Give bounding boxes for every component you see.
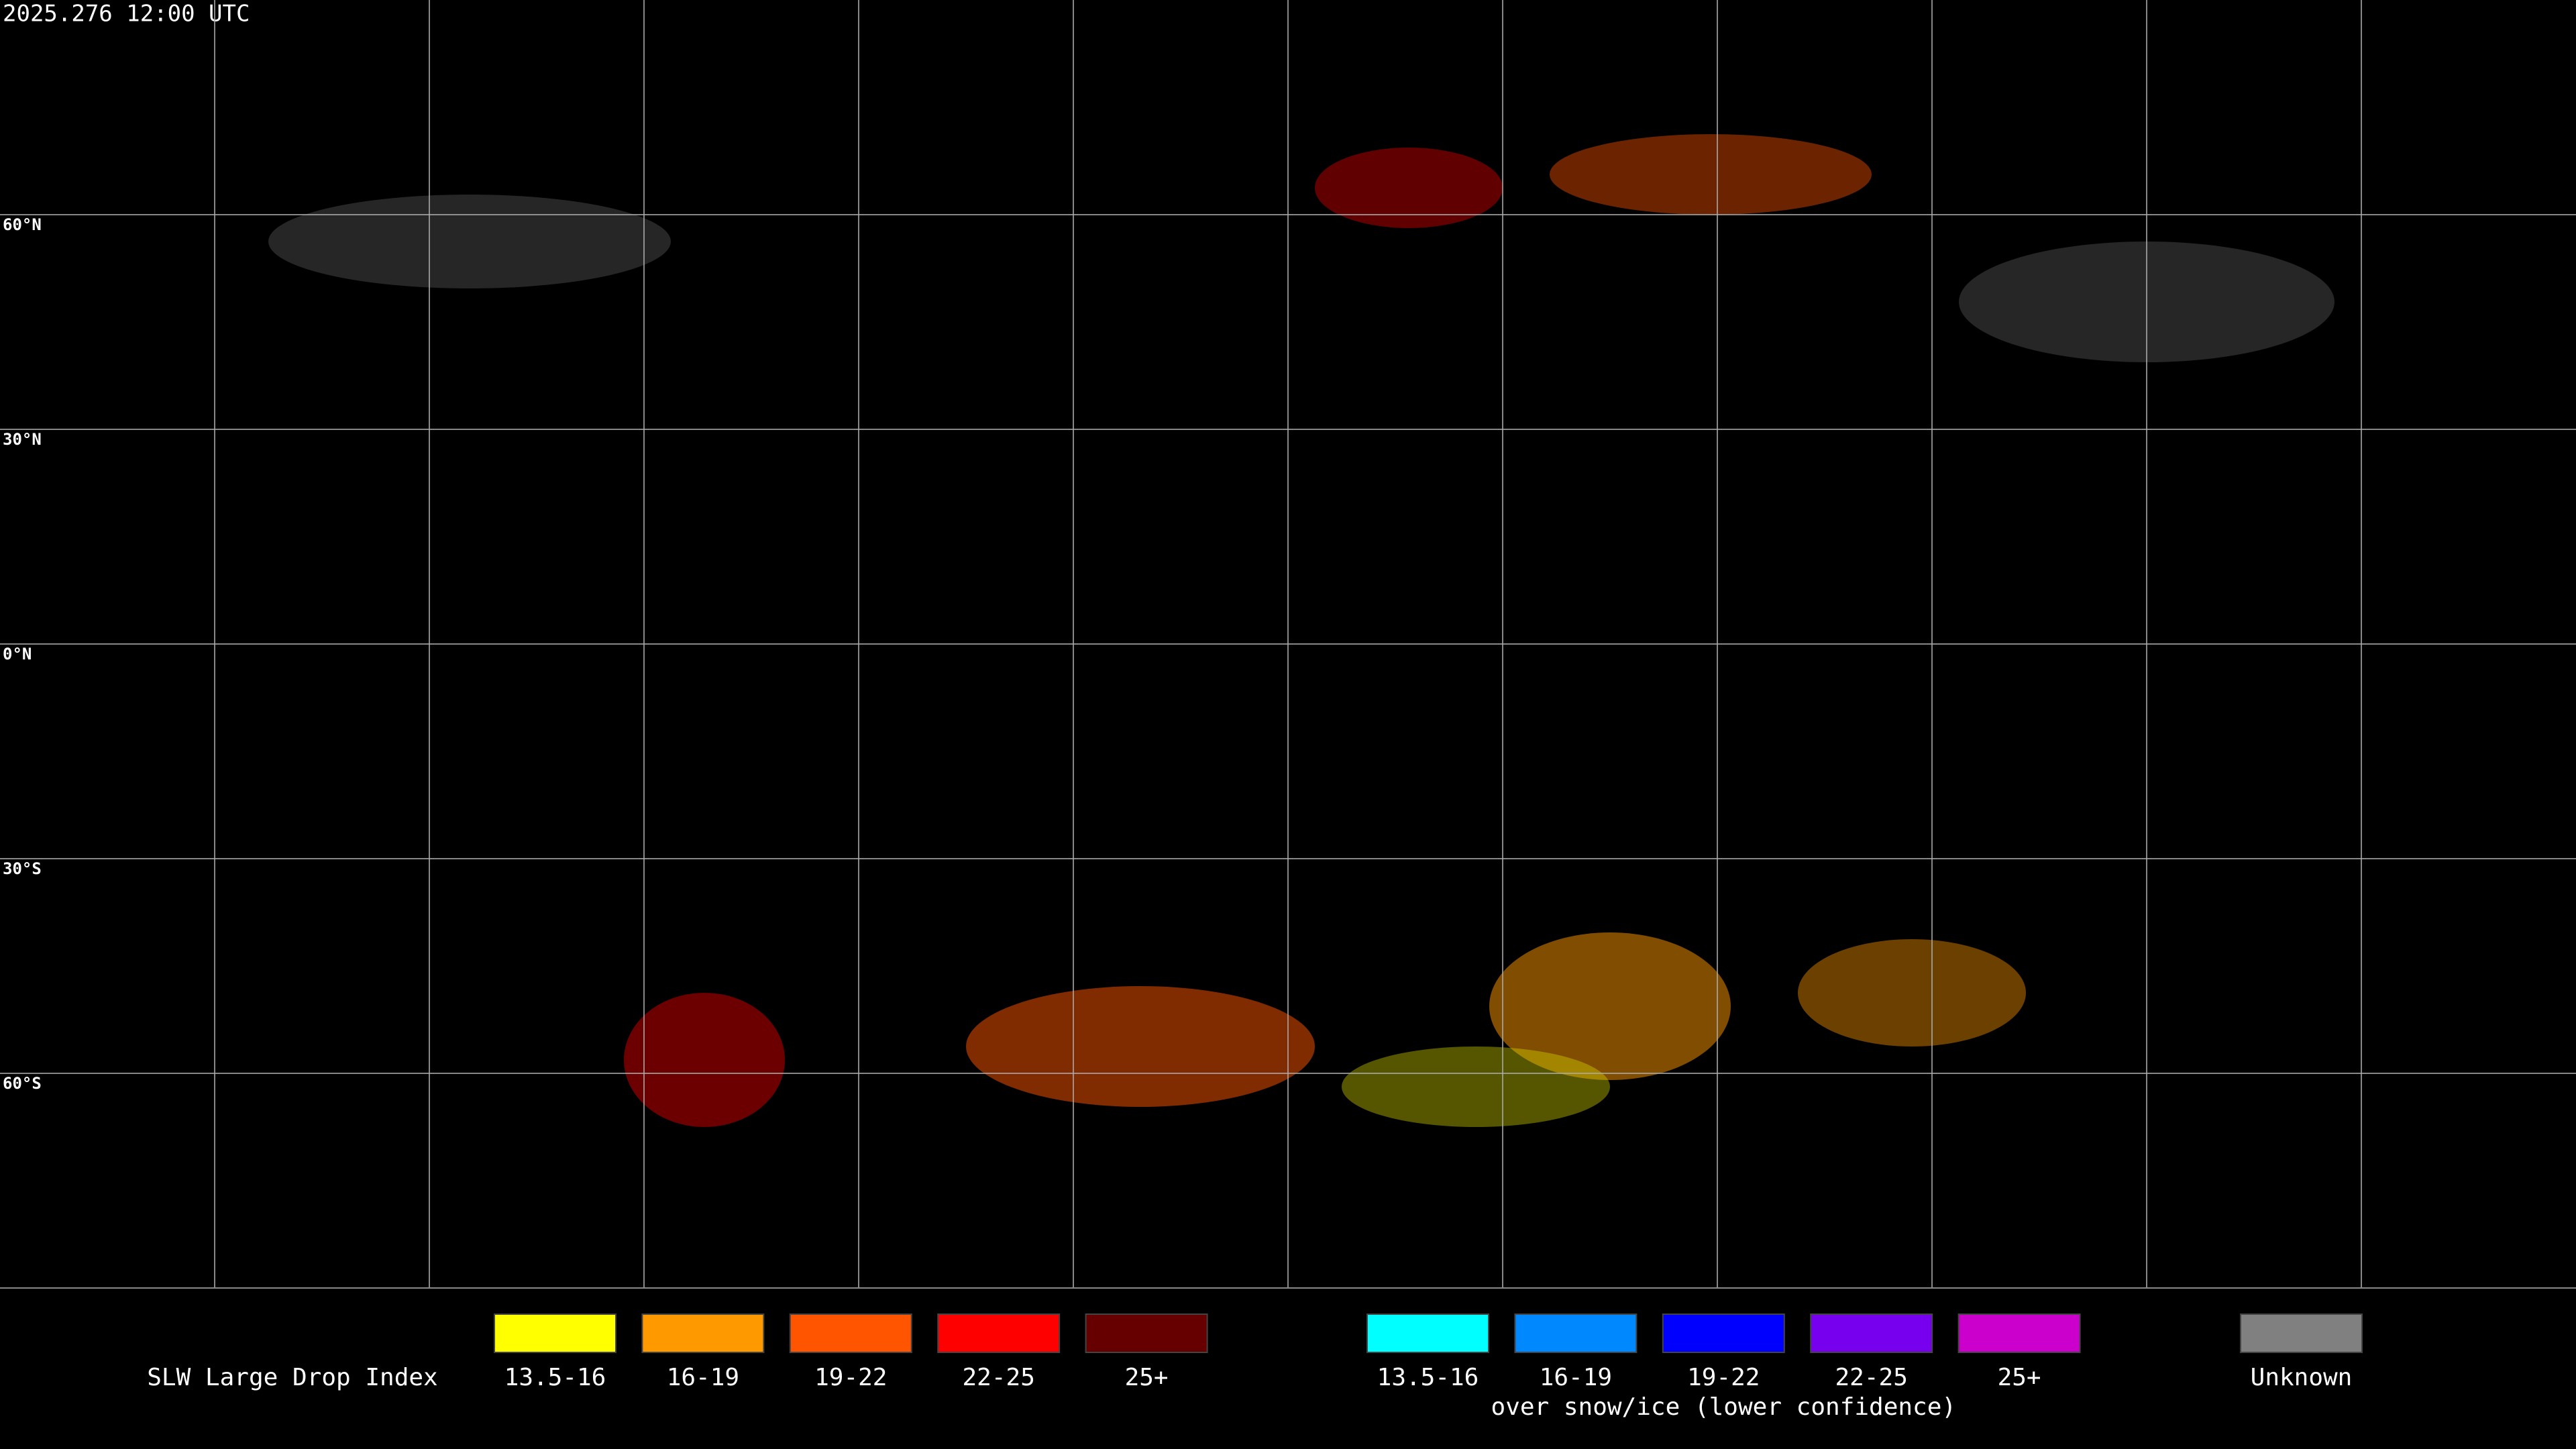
legend-swatch [1514,1313,1638,1353]
patch [1798,939,2026,1046]
latitude-label: 0°N [3,645,32,663]
patch [268,195,671,288]
patch [1489,932,1731,1080]
legend-label: 19-22 [814,1364,887,1391]
legend-label: 22-25 [1835,1364,1908,1391]
legend-title: SLW Large Drop Index [147,1364,437,1391]
latitude-label: 30°S [3,859,42,878]
legend-swatch [789,1313,912,1353]
data-patches [268,134,2334,1127]
legend-swatch [1085,1313,1208,1353]
legend-label: 13.5-16 [1377,1364,1479,1391]
latitude-label: 60°S [3,1074,42,1093]
legend-swatch [641,1313,765,1353]
legend-label: Unknown [2251,1364,2353,1391]
timestamp: 2025.276 12:00 UTC [3,1,250,28]
legend-swatch [1957,1313,2081,1353]
patch [1550,134,1872,215]
legend-swatch [1810,1313,1933,1353]
legend-swatch [937,1313,1061,1353]
legend-swatch [1366,1313,1489,1353]
legend-label: 25+ [1125,1364,1169,1391]
legend-label: 13.5-16 [504,1364,606,1391]
legend-swatch [2240,1313,2363,1353]
legend-caption: over snow/ice (lower confidence) [1491,1393,1957,1421]
legend-label: 25+ [1998,1364,2041,1391]
legend-label: 22-25 [963,1364,1035,1391]
latitude-label: 60°N [3,215,42,234]
legend-label: 19-22 [1687,1364,1760,1391]
patch [1342,1046,1610,1127]
patch [624,993,785,1127]
legend-label: 16-19 [1540,1364,1612,1391]
patch [1315,148,1503,228]
legend-swatch [494,1313,616,1353]
legend-swatch [1662,1313,1785,1353]
patch [966,986,1315,1107]
legend-label: 16-19 [667,1364,739,1391]
latitude-label: 30°N [3,430,42,449]
